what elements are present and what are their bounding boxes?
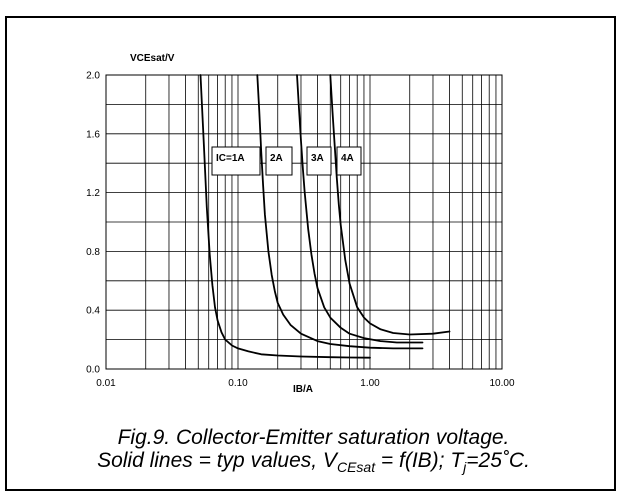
y-tick-label: 1.2 xyxy=(86,188,100,199)
x-tick-label: 0.01 xyxy=(96,378,116,389)
curve-label: 4A xyxy=(341,153,354,164)
y-tick-label: 0.4 xyxy=(86,306,100,317)
x-axis-label: IB/A xyxy=(293,384,313,395)
caption-subscript-j: j xyxy=(463,459,467,475)
y-axis-label: VCEsat/V xyxy=(130,53,175,64)
series-line-4 xyxy=(329,74,451,336)
caption-line-2-prefix: Solid lines = typ values, V xyxy=(97,449,337,472)
plot-border xyxy=(105,74,503,370)
x-tick-label: 10.00 xyxy=(489,378,514,389)
curve-label-box xyxy=(211,146,261,176)
caption-line-2: Solid lines = typ values, VCEsat = f(IB)… xyxy=(0,449,627,475)
axes: VCEsat/V IB/A 0.0 0.4 0.8 1.2 1.6 2.0 0.01 0.10… xyxy=(86,53,515,395)
caption-line-2-mid: = f(IB); T xyxy=(375,449,464,472)
y-tick-label: 2.0 xyxy=(86,71,100,82)
x-tick-label: 0.10 xyxy=(228,378,248,389)
caption-line-2-suffix: =25˚C. xyxy=(466,449,530,472)
curve-label-box xyxy=(306,146,332,176)
series-group xyxy=(199,74,451,359)
y-tick-label: 0.0 xyxy=(86,365,100,376)
x-tick-label: 1.00 xyxy=(360,378,380,389)
series-line-2 xyxy=(256,74,424,350)
y-tick-label: 0.8 xyxy=(86,247,100,258)
figure-frame xyxy=(5,16,616,491)
curve-label: 2A xyxy=(270,153,283,164)
series-line-3 xyxy=(296,74,424,344)
curve-label-box xyxy=(336,146,362,176)
caption-line-1: Fig.9. Collector-Emitter saturation volt… xyxy=(117,426,510,449)
curve-label: IC=1A xyxy=(216,153,245,164)
caption-subscript-cesat: CEsat xyxy=(336,459,376,475)
series-line-1 xyxy=(199,74,371,359)
curve-labels: IC=1A 2A 3A 4A xyxy=(211,146,362,176)
grid xyxy=(105,74,502,370)
curve-label: 3A xyxy=(311,153,324,164)
saturation-voltage-chart: IC=1A 2A 3A 4A VCEsat/V IB/A 0.0 0.4 0.8 1.2 1.… xyxy=(86,53,515,395)
curve-label-box xyxy=(265,146,293,176)
y-tick-label: 1.6 xyxy=(86,129,100,140)
